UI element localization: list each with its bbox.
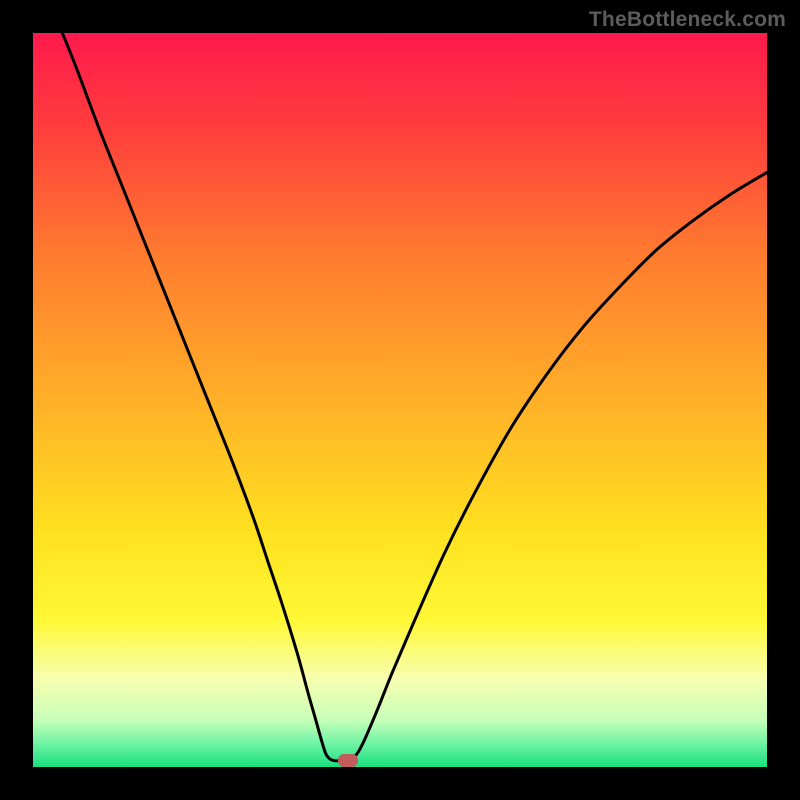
chart-container: { "watermark": { "text": "TheBottleneck.… [0, 0, 800, 800]
optimum-marker [338, 754, 358, 767]
watermark-text: TheBottleneck.com [589, 8, 786, 32]
bottleneck-curve [33, 33, 767, 767]
curve-path [62, 33, 767, 761]
plot-area [33, 33, 767, 767]
